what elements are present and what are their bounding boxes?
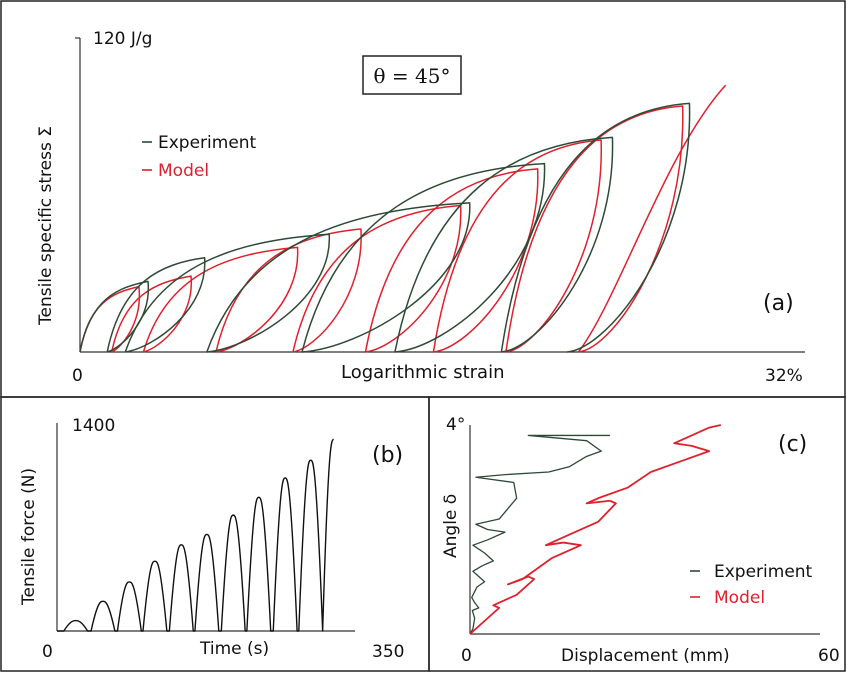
panel-c-model-series <box>469 424 722 635</box>
panel-b-xlabel: Time (s) <box>199 639 269 659</box>
panel-c-x-min-label: 0 <box>461 646 472 666</box>
panel-b-tag: (b) <box>372 443 403 468</box>
panel-a-experiment-cycle-6 <box>394 136 614 353</box>
panel-a-model-cycle-6 <box>364 168 539 353</box>
panel-a-x-min-label: 0 <box>72 366 83 386</box>
panel-b-force-series <box>57 438 334 632</box>
panel-a-model-cycle-2 <box>110 275 192 353</box>
panel-c-model-line <box>469 424 722 635</box>
panel-c-y-max-label: 4° <box>446 415 465 435</box>
panel-c-ylabel: Angle δ <box>441 494 461 558</box>
panel-c-legend-experiment: Experiment <box>714 562 813 582</box>
panel-c-x-max-label: 60 <box>818 646 840 666</box>
panel-a-model-final-branch <box>577 84 727 353</box>
panel-c-experiment-series <box>469 434 610 635</box>
panel-a-model-cycle-8 <box>505 105 684 353</box>
panel-b-y-max-label: 1400 <box>72 416 115 436</box>
panel-a-legend-experiment: Experiment <box>158 133 257 153</box>
panel-b: 1400 0 350 Time (s) Tensile force (N) (b… <box>19 416 404 662</box>
panel-a-experiment-cycle-3 <box>124 233 330 353</box>
panel-b-x-min-label: 0 <box>42 642 53 662</box>
panel-b-x-max-label: 350 <box>372 642 404 662</box>
panel-b-ylabel: Tensile force (N) <box>19 468 39 606</box>
panel-a-y-max-label: 120 J/g <box>93 29 152 49</box>
panel-a-experiment-series <box>79 102 691 353</box>
panel-c-legend-model: Model <box>714 588 765 608</box>
panel-a-ylabel: Tensile specific stress Σ <box>36 126 56 326</box>
panel-a-annotation: θ = 45° <box>374 64 451 88</box>
panel-a-annotation-box <box>362 55 462 95</box>
panel-c-experiment-line <box>469 434 610 635</box>
panel-a: 120 J/g 0 32% Logarithmic strain Tensile… <box>36 29 805 386</box>
panel-c-frame <box>428 396 846 672</box>
panel-a-legend: Experiment Model <box>142 133 257 181</box>
panel-a-x-max-label: 32% <box>765 366 803 386</box>
panel-a-tag: (a) <box>763 291 794 316</box>
panel-a-model-cycle-7 <box>432 139 602 353</box>
panel-c: 4° 0 60 Displacement (mm) Angle δ (c) Ex… <box>441 415 840 666</box>
panel-c-xlabel: Displacement (mm) <box>561 646 730 666</box>
panel-a-xlabel: Logarithmic strain <box>341 362 504 383</box>
panel-a-legend-model: Model <box>158 161 209 181</box>
panel-a-experiment-cycle-5 <box>301 162 546 353</box>
panel-c-tag: (c) <box>778 432 807 457</box>
panel-a-experiment-cycle-7 <box>500 102 691 353</box>
panel-c-legend: Experiment Model <box>690 562 813 608</box>
panel-a-experiment-cycle-1 <box>79 280 149 353</box>
panel-a-experiment-cycle-2 <box>106 257 206 353</box>
panel-a-model-cycle-3 <box>142 246 299 353</box>
panel-a-experiment-cycle-4 <box>206 202 471 353</box>
panel-b-force-line <box>57 438 334 632</box>
